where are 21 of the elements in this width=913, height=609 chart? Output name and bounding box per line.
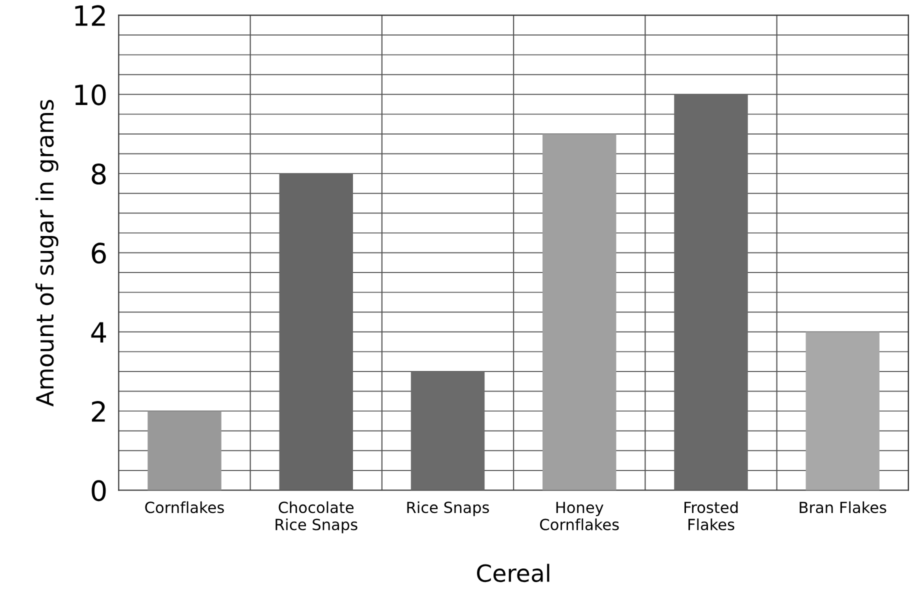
y-tick-label: 12 — [75, 5, 105, 26]
x-tick-label: Rice Snaps — [407, 501, 489, 516]
y-tick-label: 8 — [92, 164, 106, 185]
y-tick-label: 0 — [92, 480, 106, 502]
bar — [279, 174, 353, 490]
x-tick-label: Bran Flakes — [800, 501, 886, 514]
bar — [674, 94, 748, 490]
bar — [806, 332, 880, 490]
y-tick-label: 4 — [91, 322, 106, 342]
x-tick-label: Cornflakes — [145, 501, 224, 514]
bar — [148, 411, 222, 490]
bar — [542, 134, 616, 490]
x-tick-label: Honey Cornflakes — [540, 502, 619, 530]
y-tick-label: 2 — [92, 401, 105, 422]
bar — [410, 371, 485, 490]
x-tick-label: Frosted Flakes — [684, 501, 738, 530]
y-tick-label: 10 — [75, 84, 106, 106]
x-axis-title: Cereal — [477, 564, 550, 582]
y-axis-title: Amount of sugar in grams — [35, 100, 58, 407]
y-tick-label: 6 — [92, 242, 106, 264]
x-tick-label: Chocolate Rice Snaps — [276, 501, 358, 534]
